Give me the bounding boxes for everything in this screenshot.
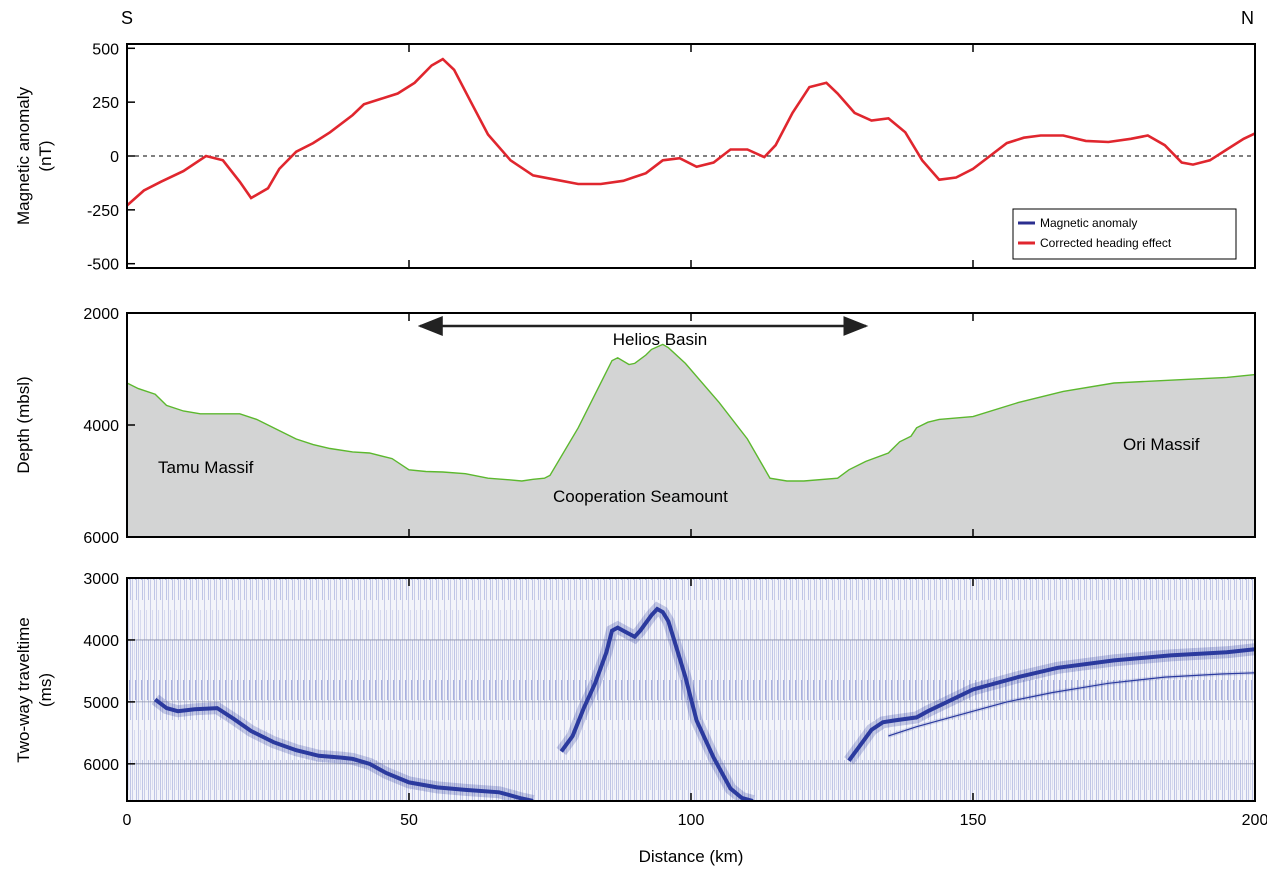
bathymetry-y-tick-label-0: 2000 — [83, 306, 119, 323]
x-axis-label: Distance (km) — [639, 847, 744, 866]
seismic-ylabel-line2: (ms) — [36, 673, 55, 707]
bathymetry-y-tick-label-2: 6000 — [83, 530, 119, 547]
seismic-y-tick-label-3: 6000 — [83, 757, 119, 774]
north-label: N — [1241, 8, 1254, 28]
seismic-reflector-line-2 — [847, 647, 1255, 762]
x-axis-ticks: 0 50 100 150 200 — [123, 44, 1267, 829]
legend-label-corrected: Corrected heading effect — [1040, 236, 1172, 250]
cooperation-seamount-label: Cooperation Seamount — [553, 487, 728, 506]
tamu-massif-label: Tamu Massif — [158, 458, 254, 477]
x-tick-label-0: 0 — [123, 812, 132, 829]
bathymetry-y-tick-label-1: 4000 — [83, 418, 119, 435]
magnetic-ylabel-line2: (nT) — [36, 140, 55, 171]
seismic-y-tick-label-1: 4000 — [83, 633, 119, 650]
seismic-reflector-line-3 — [888, 672, 1255, 737]
x-tick-label-1: 50 — [400, 812, 418, 829]
bathymetry-panel: 2000 4000 6000 Helios Basin Tamu Massif Co… — [14, 306, 1256, 547]
seismic-y-tick-label-2: 5000 — [83, 695, 119, 712]
helios-basin-label: Helios Basin — [613, 330, 708, 349]
magnetic-y-tick-label-1: 250 — [92, 95, 119, 112]
seismic-ylabel-line1: Two-way traveltime — [14, 617, 33, 762]
magnetic-y-tick-label-3: -250 — [87, 203, 119, 220]
magnetic-panel: 500 250 0 -250 -500 Magnetic anomaly (nT) Ma… — [14, 41, 1256, 274]
magnetic-ylabel-line1: Magnetic anomaly — [14, 87, 33, 225]
x-tick-label-2: 100 — [678, 812, 705, 829]
ori-massif-label: Ori Massif — [1123, 435, 1200, 454]
legend-box — [1012, 208, 1237, 260]
magnetic-y-tick-label-0: 500 — [92, 41, 119, 58]
seismic-reflector-line-1 — [559, 606, 754, 801]
x-tick-label-3: 150 — [960, 812, 987, 829]
corrected-heading-series-line — [127, 57, 1255, 207]
magnetic-y-tick-label-2: 0 — [110, 149, 119, 166]
magnetic-y-ticks: 500 250 0 -250 -500 — [87, 41, 135, 274]
south-label: S — [121, 8, 133, 28]
seismic-y-ticks: 3000 4000 5000 6000 — [83, 571, 135, 774]
bathymetry-line — [127, 343, 1255, 482]
seismic-y-tick-label-0: 3000 — [83, 571, 119, 588]
bathymetry-ylabel: Depth (mbsl) — [14, 376, 33, 473]
legend: Magnetic anomaly Corrected heading effec… — [1012, 208, 1237, 260]
magnetic-y-tick-label-4: -500 — [87, 257, 119, 274]
x-tick-label-4: 200 — [1242, 812, 1267, 829]
bathymetry-fill — [127, 344, 1255, 537]
bathymetry-y-ticks: 2000 4000 6000 — [83, 306, 135, 547]
seismic-reflectors — [151, 601, 1255, 801]
seismic-reflector-line-0 — [153, 697, 534, 801]
seismic-panel: 3000 4000 5000 6000 Two-way traveltime (ms) — [14, 571, 1256, 802]
legend-label-magnetic: Magnetic anomaly — [1040, 216, 1137, 230]
